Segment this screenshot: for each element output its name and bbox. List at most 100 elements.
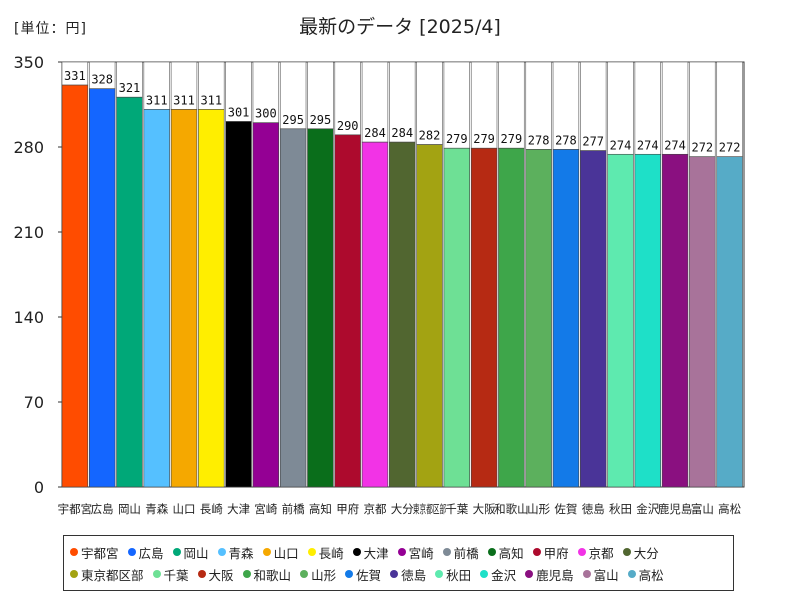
legend-marker bbox=[127, 548, 136, 556]
legend-marker bbox=[172, 548, 181, 556]
data-label: 279 bbox=[446, 132, 468, 146]
legend-label: 和歌山 bbox=[253, 567, 292, 583]
legend-item: 佐賀 bbox=[345, 563, 381, 585]
unit-label: [単位：円] bbox=[14, 21, 87, 37]
x-tick-label: 東京都区部 bbox=[413, 502, 446, 516]
bar-大分 bbox=[389, 141, 416, 488]
bar-高知 bbox=[307, 128, 334, 488]
x-tick-label: 徳島 bbox=[582, 502, 605, 516]
data-label: 282 bbox=[419, 129, 441, 143]
legend-marker bbox=[242, 570, 251, 578]
legend-label: 大津 bbox=[363, 545, 389, 561]
x-tick-label: 山口 bbox=[173, 502, 196, 516]
legend-label: 長崎 bbox=[318, 545, 344, 561]
bar-徳島 bbox=[580, 150, 607, 488]
data-label: 301 bbox=[228, 106, 250, 120]
legend-item: 高松 bbox=[627, 563, 664, 585]
bar-宮崎 bbox=[252, 122, 280, 488]
legend: 宇都宮 広島 岡山 青森 山口 長崎 大津 宮崎 前橋 高知 甲府 京都 大分 東京都区部 千葉 大阪 和歌山 山… bbox=[63, 535, 734, 591]
x-tick-label: 佐賀 bbox=[554, 502, 577, 516]
bar-background bbox=[716, 61, 743, 158]
data-label: 311 bbox=[200, 93, 222, 107]
legend-marker bbox=[442, 548, 451, 556]
x-tick-label: 大分 bbox=[391, 502, 414, 516]
data-label: 295 bbox=[310, 113, 332, 127]
data-label: 295 bbox=[282, 113, 304, 127]
x-tick-label: 長崎 bbox=[200, 502, 223, 516]
bar-甲府 bbox=[334, 134, 361, 488]
bar-background bbox=[498, 61, 525, 149]
legend-item: 岡山 bbox=[172, 541, 209, 563]
legend-label: 高松 bbox=[638, 567, 664, 583]
data-label: 277 bbox=[582, 135, 604, 149]
data-label: 272 bbox=[691, 141, 713, 155]
legend-item: 高知 bbox=[487, 541, 524, 563]
y-tick-label: 210 bbox=[13, 223, 44, 242]
data-label: 278 bbox=[555, 133, 577, 147]
data-label: 311 bbox=[173, 93, 195, 107]
legend-label: 大分 bbox=[633, 545, 659, 561]
legend-item: 大分 bbox=[622, 541, 659, 563]
legend-label: 京都 bbox=[588, 545, 614, 561]
legend-label: 宇都宮 bbox=[81, 545, 119, 561]
x-tick-label: 大阪 bbox=[473, 502, 496, 516]
legend-label: 富山 bbox=[593, 567, 619, 583]
y-tick-label: 280 bbox=[13, 138, 44, 157]
legend-marker bbox=[352, 548, 361, 556]
legend-label: 甲府 bbox=[543, 545, 569, 561]
legend-item: 宮崎 bbox=[397, 541, 434, 563]
bar-background bbox=[470, 61, 498, 149]
legend-marker bbox=[345, 570, 354, 578]
legend-label: 山口 bbox=[273, 545, 299, 561]
data-label: 278 bbox=[528, 133, 550, 147]
legend-item: 千葉 bbox=[152, 563, 189, 585]
legend-marker bbox=[300, 570, 309, 578]
legend-label: 千葉 bbox=[163, 567, 189, 583]
x-tick-label: 金沢 bbox=[636, 502, 659, 516]
bar-富山 bbox=[689, 156, 716, 488]
legend-label: 高知 bbox=[498, 545, 524, 561]
legend-label: 岡山 bbox=[183, 545, 209, 561]
bar-山口 bbox=[170, 109, 198, 488]
legend-item: 青森 bbox=[217, 541, 254, 563]
bar-chart: 0 70 140 210 280 350 331 宇都宮 328 広島 321 岡山 311 青森 311 山… bbox=[13, 53, 745, 516]
legend-marker bbox=[197, 570, 206, 578]
legend-label: 宮崎 bbox=[408, 545, 434, 561]
bar-background bbox=[416, 61, 443, 145]
x-tick-label: 和歌山 bbox=[494, 502, 529, 516]
legend-marker bbox=[70, 570, 78, 578]
legend-marker bbox=[435, 570, 444, 578]
bar-background bbox=[279, 61, 307, 130]
legend-item: 広島 bbox=[127, 541, 164, 563]
legend-item: 金沢 bbox=[480, 563, 516, 585]
bar-東京都区部 bbox=[416, 144, 443, 488]
data-label: 321 bbox=[119, 81, 141, 95]
bar-background bbox=[389, 61, 416, 143]
legend-item: 鹿児島 bbox=[525, 563, 574, 585]
bar-background bbox=[225, 61, 252, 122]
y-tick-label: 0 bbox=[34, 478, 44, 497]
legend-label: 前橋 bbox=[453, 545, 479, 561]
bar-青森 bbox=[143, 109, 170, 488]
x-tick-label: 千葉 bbox=[445, 502, 468, 516]
legend-item: 山形 bbox=[300, 563, 336, 585]
data-label: 290 bbox=[337, 119, 359, 133]
bar-高松 bbox=[716, 156, 743, 488]
legend-item: 山口 bbox=[262, 541, 299, 563]
legend-item: 徳島 bbox=[390, 563, 426, 585]
bar-金沢 bbox=[634, 153, 661, 488]
bar-千葉 bbox=[443, 147, 471, 488]
legend-label: 山形 bbox=[311, 567, 337, 583]
bar-background bbox=[170, 61, 198, 110]
bar-佐賀 bbox=[552, 149, 580, 488]
x-tick-label: 大津 bbox=[227, 502, 250, 516]
legend-marker bbox=[525, 570, 534, 578]
bar-広島 bbox=[88, 88, 116, 488]
legend-item: 富山 bbox=[582, 563, 619, 585]
legend-item: 大津 bbox=[352, 541, 389, 563]
y-tick-label: 70 bbox=[24, 393, 44, 412]
data-label: 284 bbox=[364, 126, 386, 140]
legend-marker bbox=[307, 548, 316, 556]
bar-background bbox=[334, 61, 361, 136]
legend-item: 大阪 bbox=[197, 563, 234, 585]
